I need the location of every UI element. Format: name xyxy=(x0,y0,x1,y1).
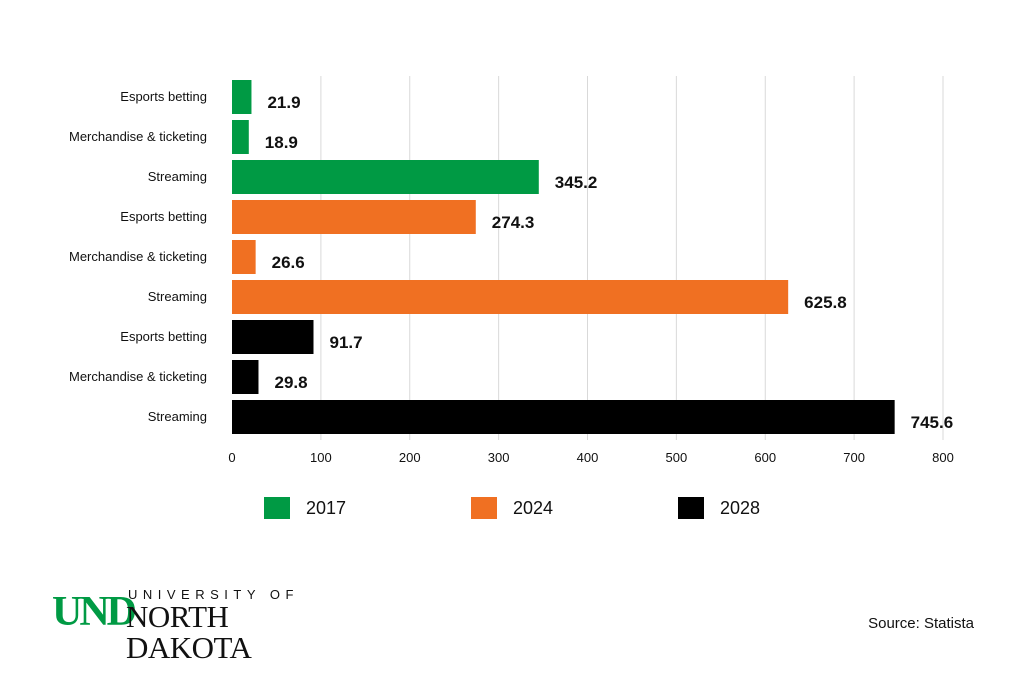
category-label-6: Esports betting xyxy=(120,329,207,344)
legend-item-2024: 2024 xyxy=(471,497,553,519)
value-labels: 21.9 18.9 345.2 274.3 26.6 625.8 91.7 29.8 745.6 xyxy=(265,93,953,432)
category-label-4: Merchandise & ticketing xyxy=(69,249,207,264)
x-tick-400: 400 xyxy=(577,450,599,465)
value-label-0: 21.9 xyxy=(267,93,300,112)
bar-2028-6 xyxy=(232,320,314,354)
value-label-6: 91.7 xyxy=(329,333,362,352)
bar-chart: Esports betting Merchandise & ticketing St… xyxy=(69,76,954,465)
legend-label-2028: 2028 xyxy=(720,497,761,518)
legend-item-2017: 2017 xyxy=(264,497,346,519)
gridlines xyxy=(320,76,944,440)
bar-2028-7 xyxy=(232,360,259,394)
bar-2017-1 xyxy=(232,120,249,154)
bar-2024-5 xyxy=(232,280,789,314)
x-axis-ticks: 0 100 200 300 400 500 600 700 800 xyxy=(228,450,953,465)
legend-item-2028: 2028 xyxy=(678,497,760,519)
bar-2024-3 xyxy=(232,200,476,234)
value-label-5: 625.8 xyxy=(804,293,847,312)
bar-2024-4 xyxy=(232,240,256,274)
value-label-4: 26.6 xyxy=(272,253,305,272)
category-label-7: Merchandise & ticketing xyxy=(69,369,207,384)
category-label-5: Streaming xyxy=(148,289,207,304)
legend-label-2024: 2024 xyxy=(513,497,554,518)
category-labels: Esports betting Merchandise & ticketing St… xyxy=(69,89,207,424)
legend: 2017 2024 2028 xyxy=(0,497,1024,521)
category-label-2: Streaming xyxy=(148,169,207,184)
university-logo: UND UNIVERSITY OF NORTH DAKOTA xyxy=(52,585,352,663)
legend-swatch-2017 xyxy=(264,497,290,519)
x-tick-500: 500 xyxy=(666,450,688,465)
category-label-8: Streaming xyxy=(148,409,207,424)
category-label-1: Merchandise & ticketing xyxy=(69,129,207,144)
x-tick-600: 600 xyxy=(754,450,776,465)
x-tick-0: 0 xyxy=(228,450,235,465)
north-dakota-text: NORTH DAKOTA xyxy=(126,599,252,665)
value-label-1: 18.9 xyxy=(265,133,298,152)
x-tick-100: 100 xyxy=(310,450,332,465)
und-wordmark: UND xyxy=(52,589,137,635)
category-label-0: Esports betting xyxy=(120,89,207,104)
value-label-2: 345.2 xyxy=(555,173,598,192)
x-tick-800: 800 xyxy=(932,450,954,465)
category-label-3: Esports betting xyxy=(120,209,207,224)
bar-2017-0 xyxy=(232,80,252,114)
legend-swatch-2028 xyxy=(678,497,704,519)
bars xyxy=(232,80,895,434)
x-tick-300: 300 xyxy=(488,450,510,465)
university-of-text: UNIVERSITY OF xyxy=(128,587,299,602)
x-tick-700: 700 xyxy=(843,450,865,465)
source-note: Source: Statista xyxy=(868,615,974,632)
value-label-7: 29.8 xyxy=(274,373,307,392)
value-label-3: 274.3 xyxy=(492,213,535,232)
value-label-8: 745.6 xyxy=(911,413,954,432)
bar-2017-2 xyxy=(232,160,539,194)
legend-label-2017: 2017 xyxy=(306,497,347,518)
legend-swatch-2024 xyxy=(471,497,497,519)
bar-2028-8 xyxy=(232,400,895,434)
x-tick-200: 200 xyxy=(399,450,421,465)
